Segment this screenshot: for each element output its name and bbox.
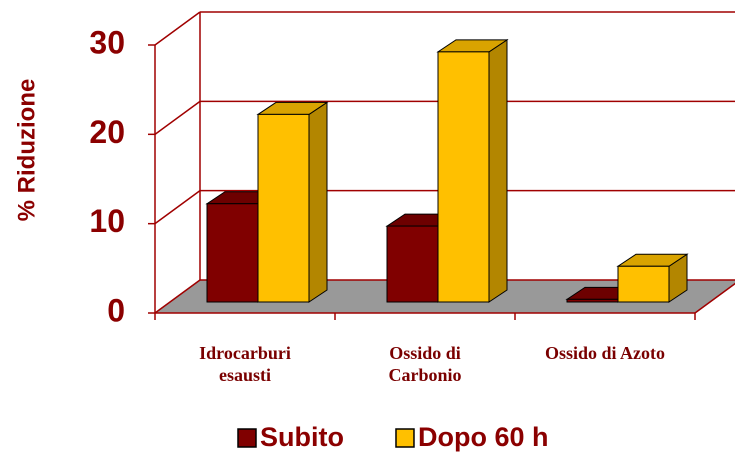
y-tick-label: 10 [89,203,125,239]
side-grid-line [154,279,201,314]
legend-label: Subito [260,422,344,452]
bar-front [257,113,310,303]
y-axis-label: % Riduzione [13,79,40,222]
bar-front [617,265,670,303]
legend-label: Dopo 60 h [418,422,549,452]
x-tick-label: Ossido di Carbonio [388,343,462,385]
bar-side [488,38,508,303]
side-grid-line [154,100,201,135]
x-axis-depth [694,282,735,314]
y-tick-label: 0 [107,292,125,328]
bar-front [566,298,619,303]
bar [256,101,329,303]
side-grid-line [154,190,201,225]
bar [436,38,509,303]
x-tick-label: Idrocarburi esausti [199,343,291,385]
y-tick-label: 30 [89,24,125,60]
side-grid-line [154,11,201,46]
bar [616,253,689,303]
x-tick-label: Ossido di Azoto [544,343,666,363]
bar-front [206,203,259,303]
bar-side [308,101,328,303]
bar-front [437,51,490,303]
legend-swatch [395,428,415,448]
y-tick-label: 20 [89,114,125,150]
bar-front [386,225,439,303]
legend-swatch [237,428,257,448]
